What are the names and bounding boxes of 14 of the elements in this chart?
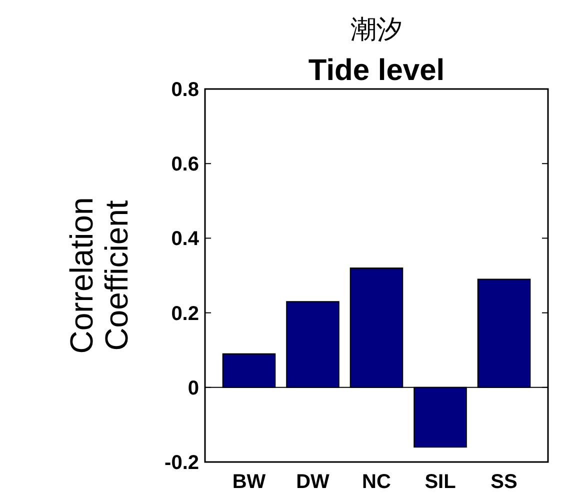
y-axis-title: Correlation Coefficient bbox=[63, 197, 135, 354]
y-tick-label: 0.4 bbox=[171, 228, 200, 250]
y-tick-label: 0.2 bbox=[171, 302, 199, 325]
y-tick-label: -0.2 bbox=[164, 452, 199, 474]
x-tick-label: DW bbox=[296, 471, 330, 493]
chart-title: 潮汐 bbox=[350, 15, 402, 45]
y-tick-label: 0.8 bbox=[171, 79, 199, 101]
chart-subtitle: Tide level bbox=[308, 54, 445, 87]
x-tick-label: NC bbox=[362, 471, 391, 493]
x-tick-label: BW bbox=[232, 471, 266, 493]
x-tick-label: SIL bbox=[424, 471, 456, 493]
x-tick-label: SS bbox=[490, 471, 518, 493]
y-tick-label: 0 bbox=[188, 377, 199, 400]
y-tick-label: 0.6 bbox=[171, 154, 199, 176]
